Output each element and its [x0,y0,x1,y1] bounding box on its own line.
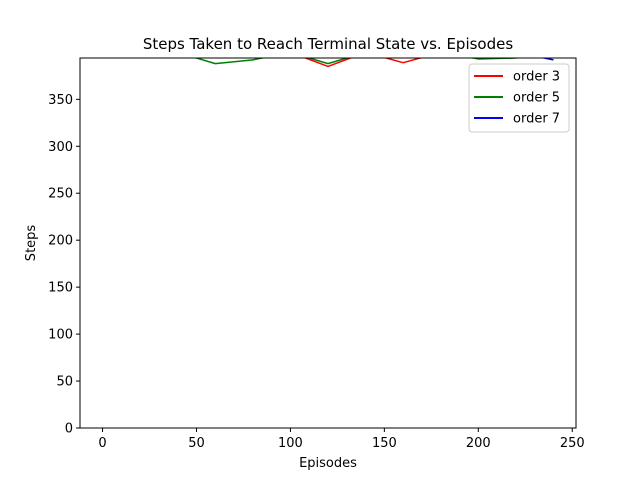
y-axis-label: Steps [24,225,39,262]
y-tick-label: 350 [48,93,73,108]
y-tick-label: 0 [65,422,73,437]
series-line-order-5 [193,58,521,65]
x-axis-label: Episodes [299,456,357,471]
series-line-order-3 [303,58,424,68]
y-tick-label: 300 [48,140,73,155]
legend-label: order 3 [513,70,560,85]
x-tick-label: 50 [188,436,205,451]
x-tick-label: 100 [278,436,303,451]
x-tick-label: 250 [560,436,585,451]
series-lines [193,58,554,68]
y-axis-ticks: 0 50 100 150 200 250 300 350 [48,93,80,437]
legend-label: order 7 [513,112,560,127]
x-tick-label: 200 [466,436,491,451]
legend-label: order 5 [513,91,560,106]
legend-box [468,63,570,133]
plot-frame [79,57,577,429]
y-tick-label: 200 [48,234,73,249]
x-tick-label: 150 [372,436,397,451]
x-axis-ticks: 0 50 100 150 200 250 [98,428,585,451]
chart-title: Steps Taken to Reach Terminal State vs. … [143,35,514,53]
x-tick-label: 0 [98,436,106,451]
y-tick-label: 150 [48,281,73,296]
y-tick-label: 250 [48,187,73,202]
y-tick-label: 50 [56,375,73,390]
legend: order 3 order 5 order 7 [468,63,570,133]
y-tick-label: 100 [48,328,73,343]
